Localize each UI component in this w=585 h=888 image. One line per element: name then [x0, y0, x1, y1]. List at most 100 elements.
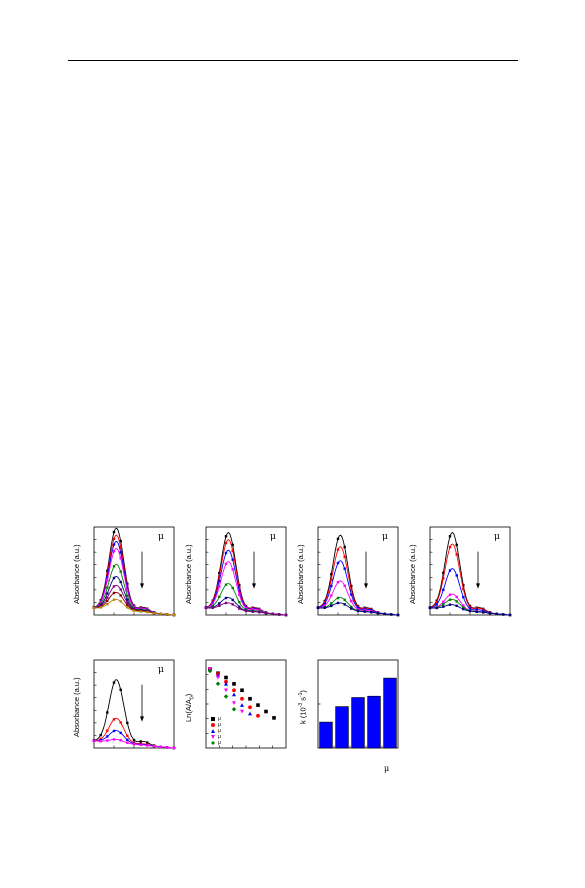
spectrum-point: [224, 596, 228, 600]
spectrum-point: [343, 598, 346, 602]
spectrum-point: [448, 569, 452, 572]
spectrum-point: [218, 604, 221, 607]
spectrum-point: [495, 612, 498, 615]
spectrum-point: [106, 596, 109, 599]
spectrum-point: [139, 740, 142, 743]
kinetics-ylabel: Ln(A/A0): [184, 693, 196, 722]
spectrum-plot-a: [92, 526, 176, 617]
spectrum-point: [112, 537, 116, 540]
spectrum-point: [330, 602, 333, 605]
spectrum-point: [126, 594, 129, 597]
spectrum-point: [482, 611, 485, 614]
spectrum-point: [468, 607, 472, 610]
spectrum-point: [106, 739, 109, 742]
spectrum-point: [112, 598, 116, 601]
spectrum-point: [244, 609, 248, 613]
rate-xaxis-mu-label: μ: [384, 764, 390, 773]
spectrum-point: [231, 568, 234, 571]
spectrum-point: [336, 537, 340, 540]
rate-bar-plot: [317, 659, 399, 749]
spectrum-point: [218, 571, 221, 575]
spectrum-point: [218, 579, 221, 583]
spectrum-line: [205, 532, 287, 616]
spectrum-point: [231, 603, 234, 606]
spectrum-point: [106, 599, 109, 603]
panel-e-ylabel: Absorbance (a.u.): [72, 677, 81, 737]
spectrum-point: [119, 739, 122, 742]
panel-e-mu-label: μ: [158, 665, 164, 675]
spectrum-point: [238, 593, 241, 596]
spectrum-point: [343, 555, 346, 558]
kinetics-point: [272, 716, 276, 720]
spectrum-point: [350, 600, 353, 603]
spectrum-point: [370, 611, 373, 614]
spectrum-point: [106, 729, 109, 732]
spectrum-point: [468, 605, 472, 608]
page-header-rule: [68, 60, 518, 61]
legend-label: μ: [218, 740, 221, 746]
spectrum-point: [106, 579, 109, 582]
spectrum-point: [99, 740, 102, 743]
panel-d-mu-label: μ: [494, 532, 500, 542]
spectrum-point: [475, 610, 478, 613]
spectrum-point: [159, 612, 162, 615]
spectrum-point: [231, 549, 234, 552]
spectrum-point: [211, 602, 214, 605]
spectrum-point: [231, 558, 234, 561]
spectrum-point: [146, 610, 149, 614]
spectrum-point: [99, 602, 102, 606]
spectrum-point: [336, 596, 340, 600]
spectrum-point: [264, 612, 268, 615]
kinetics-point: [248, 696, 252, 701]
spectrum-point: [224, 583, 228, 586]
spectrum-point: [428, 606, 432, 610]
spectrum-point: [336, 581, 340, 584]
spectrum-point: [106, 586, 109, 589]
spectrum-point: [99, 601, 102, 604]
spectrum-point: [112, 576, 116, 580]
spectrum-line: [205, 539, 287, 616]
spectrum-point: [455, 543, 458, 547]
spectrum-point: [396, 613, 400, 617]
spectrum-point: [258, 611, 261, 614]
spectrum-point: [343, 584, 346, 587]
panel-b-ylabel: Absorbance (a.u.): [184, 544, 193, 604]
spectrum-point: [350, 588, 353, 592]
spectrum-point: [224, 551, 228, 555]
spectrum-point: [448, 603, 452, 606]
kinetics-point: [224, 675, 228, 680]
spectrum-point: [448, 593, 452, 596]
spectrum-point: [343, 567, 346, 570]
spectrum-point: [475, 607, 478, 610]
spectrum-point: [251, 610, 254, 613]
kinetics-point: [232, 682, 236, 686]
spectrum-point: [442, 571, 445, 575]
kinetics-point: [215, 681, 221, 686]
spectrum-point: [238, 607, 241, 610]
spectrum-point: [112, 718, 116, 721]
spectrum-point: [166, 613, 169, 616]
spectrum-point: [448, 535, 452, 538]
legend-label: μ: [218, 716, 221, 722]
spectrum-point: [126, 741, 129, 744]
spectrum-point: [99, 737, 102, 741]
legend-item: μ: [211, 740, 221, 746]
legend-square-marker: [211, 717, 215, 721]
spectrum-point: [126, 603, 129, 607]
spectrum-point: [350, 593, 353, 596]
kinetics-point: [207, 668, 213, 674]
legend-label: μ: [218, 722, 221, 728]
spectrum-point: [448, 545, 452, 549]
spectrum-point: [112, 585, 116, 588]
spectrum-point: [455, 600, 458, 603]
spectrum-point: [172, 746, 176, 750]
spectrum-point: [462, 587, 465, 591]
spectrum-point: [139, 743, 142, 747]
spectrum-point: [139, 610, 142, 613]
rate-bar: [351, 697, 365, 749]
spectrum-point: [112, 591, 116, 595]
spectrum-point: [112, 550, 116, 553]
spectrum-point: [330, 573, 333, 576]
kinetics-point: [240, 696, 244, 701]
spectrum-point: [126, 586, 129, 590]
